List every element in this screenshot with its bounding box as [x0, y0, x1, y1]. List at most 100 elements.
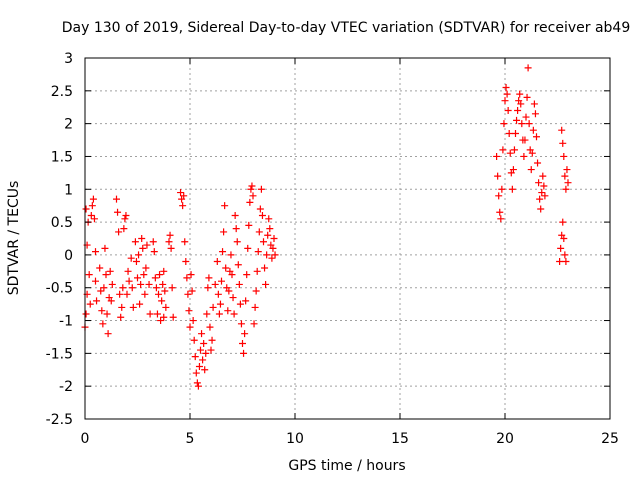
data-point	[195, 362, 203, 370]
data-point	[156, 271, 164, 279]
data-point	[214, 290, 222, 298]
x-tick-label: 15	[391, 431, 409, 447]
data-point	[182, 257, 190, 265]
data-point	[232, 225, 240, 233]
data-point	[495, 192, 503, 200]
data-point	[556, 257, 564, 265]
data-point	[227, 251, 235, 259]
x-tick-label: 5	[186, 431, 195, 447]
data-point	[187, 271, 195, 279]
data-point	[141, 290, 149, 298]
data-point	[221, 202, 229, 210]
data-point	[157, 317, 165, 325]
data-point	[235, 280, 243, 288]
data-point	[107, 297, 115, 305]
data-point	[504, 107, 512, 115]
data-point	[138, 235, 146, 242]
data-point	[89, 195, 97, 203]
data-point	[265, 215, 273, 223]
data-point	[113, 195, 120, 203]
x-tick-label: 20	[496, 431, 514, 447]
data-point	[524, 64, 532, 72]
data-point	[128, 284, 136, 292]
data-point	[514, 107, 522, 115]
data-point	[184, 290, 192, 298]
data-point	[271, 251, 279, 259]
data-point	[92, 248, 99, 256]
data-point	[203, 310, 211, 318]
data-point	[256, 205, 264, 213]
data-point	[229, 294, 237, 302]
data-points	[81, 64, 572, 390]
data-point	[494, 172, 502, 180]
data-point	[114, 208, 122, 216]
data-point	[499, 146, 507, 154]
data-point	[252, 287, 260, 295]
data-point	[86, 300, 94, 308]
y-tick-label: 0	[64, 248, 73, 264]
data-point	[93, 297, 101, 305]
data-point	[225, 287, 233, 295]
y-tick-label: -1.5	[46, 346, 73, 362]
data-point	[121, 215, 129, 223]
data-point	[192, 369, 200, 377]
data-point	[211, 280, 219, 288]
data-point	[251, 303, 259, 311]
data-point	[516, 90, 524, 98]
data-point	[161, 287, 169, 295]
data-point	[104, 330, 112, 338]
data-point	[117, 313, 125, 321]
data-point	[134, 274, 141, 282]
data-point	[209, 303, 217, 311]
data-point	[129, 303, 137, 311]
data-point	[529, 126, 537, 134]
data-point	[263, 251, 271, 259]
data-point	[218, 277, 225, 285]
data-point	[264, 231, 272, 239]
data-point	[498, 185, 506, 193]
data-point	[96, 264, 104, 272]
data-point	[521, 136, 529, 144]
data-point	[179, 202, 187, 210]
data-point	[503, 90, 511, 98]
data-point	[564, 179, 572, 187]
data-point	[216, 300, 224, 308]
data-point	[497, 215, 505, 223]
data-point	[262, 280, 270, 288]
data-point	[240, 349, 248, 357]
data-point	[501, 97, 509, 105]
data-point	[510, 146, 518, 154]
data-point	[82, 310, 90, 318]
data-point	[151, 274, 159, 282]
data-point	[222, 264, 230, 272]
data-point	[186, 323, 194, 331]
y-tick-label: 1	[64, 182, 73, 198]
y-tick-label: -2	[59, 379, 73, 395]
data-point	[249, 192, 257, 200]
data-point	[247, 185, 255, 193]
data-point	[99, 320, 107, 328]
data-point	[237, 320, 245, 328]
data-point	[244, 244, 252, 252]
data-point	[560, 235, 568, 242]
data-point	[502, 84, 510, 92]
data-point	[206, 323, 214, 331]
data-point	[562, 257, 570, 265]
data-point	[90, 215, 98, 223]
data-point	[234, 261, 242, 269]
data-point	[145, 280, 153, 288]
data-point	[239, 340, 246, 348]
data-point	[101, 244, 109, 252]
data-point	[197, 346, 204, 354]
data-point	[102, 271, 110, 279]
data-point	[525, 120, 533, 128]
data-point	[219, 248, 227, 256]
data-point	[125, 277, 133, 285]
data-point	[181, 238, 189, 246]
data-point	[82, 205, 90, 213]
data-point	[162, 303, 170, 311]
data-point	[268, 254, 276, 262]
data-point	[531, 110, 539, 118]
data-point	[269, 244, 277, 252]
